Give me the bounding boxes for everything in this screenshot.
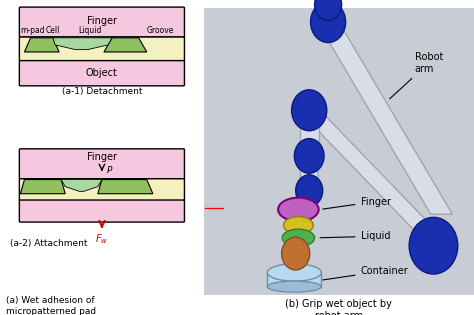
Polygon shape <box>300 154 319 189</box>
Ellipse shape <box>282 229 315 246</box>
Text: (a-1) Detachment: (a-1) Detachment <box>62 88 142 96</box>
Polygon shape <box>20 180 65 194</box>
Circle shape <box>294 139 324 173</box>
FancyBboxPatch shape <box>19 60 184 86</box>
Text: Object: Object <box>86 68 118 78</box>
Polygon shape <box>317 22 452 214</box>
Text: Cell: Cell <box>46 26 60 36</box>
Circle shape <box>315 0 342 20</box>
Text: (b) Grip wet object by
robot arm: (b) Grip wet object by robot arm <box>285 299 392 315</box>
Ellipse shape <box>283 217 313 234</box>
FancyBboxPatch shape <box>19 149 184 179</box>
FancyBboxPatch shape <box>19 200 184 222</box>
Text: (a) Wet adhesion of
micropatterned pad: (a) Wet adhesion of micropatterned pad <box>6 296 96 315</box>
Polygon shape <box>98 180 153 194</box>
Text: Liquid: Liquid <box>78 26 101 36</box>
FancyBboxPatch shape <box>19 179 184 201</box>
Text: Finger: Finger <box>87 152 117 163</box>
Circle shape <box>282 237 310 270</box>
Polygon shape <box>300 110 319 154</box>
Polygon shape <box>61 180 102 192</box>
Text: Finger: Finger <box>323 197 391 209</box>
Text: Finger: Finger <box>87 16 117 26</box>
Circle shape <box>296 175 323 206</box>
Text: $F_w$: $F_w$ <box>95 232 109 246</box>
Polygon shape <box>317 3 339 22</box>
Text: Liquid: Liquid <box>320 231 390 241</box>
Polygon shape <box>25 38 59 52</box>
Polygon shape <box>299 110 442 236</box>
Polygon shape <box>104 38 147 52</box>
Circle shape <box>409 217 458 274</box>
Bar <box>267 272 321 287</box>
Polygon shape <box>53 38 112 50</box>
Text: m-pad: m-pad <box>20 26 45 36</box>
FancyBboxPatch shape <box>19 37 184 60</box>
Text: P: P <box>107 166 112 175</box>
Text: (a-2) Attachment: (a-2) Attachment <box>10 239 88 248</box>
Text: Groove: Groove <box>147 26 174 36</box>
Text: Container: Container <box>323 266 408 280</box>
FancyBboxPatch shape <box>19 7 184 37</box>
Text: Robot
arm: Robot arm <box>390 52 443 99</box>
Circle shape <box>292 90 327 131</box>
Ellipse shape <box>267 281 321 292</box>
Ellipse shape <box>278 198 319 221</box>
Circle shape <box>310 2 346 43</box>
Ellipse shape <box>267 264 321 281</box>
